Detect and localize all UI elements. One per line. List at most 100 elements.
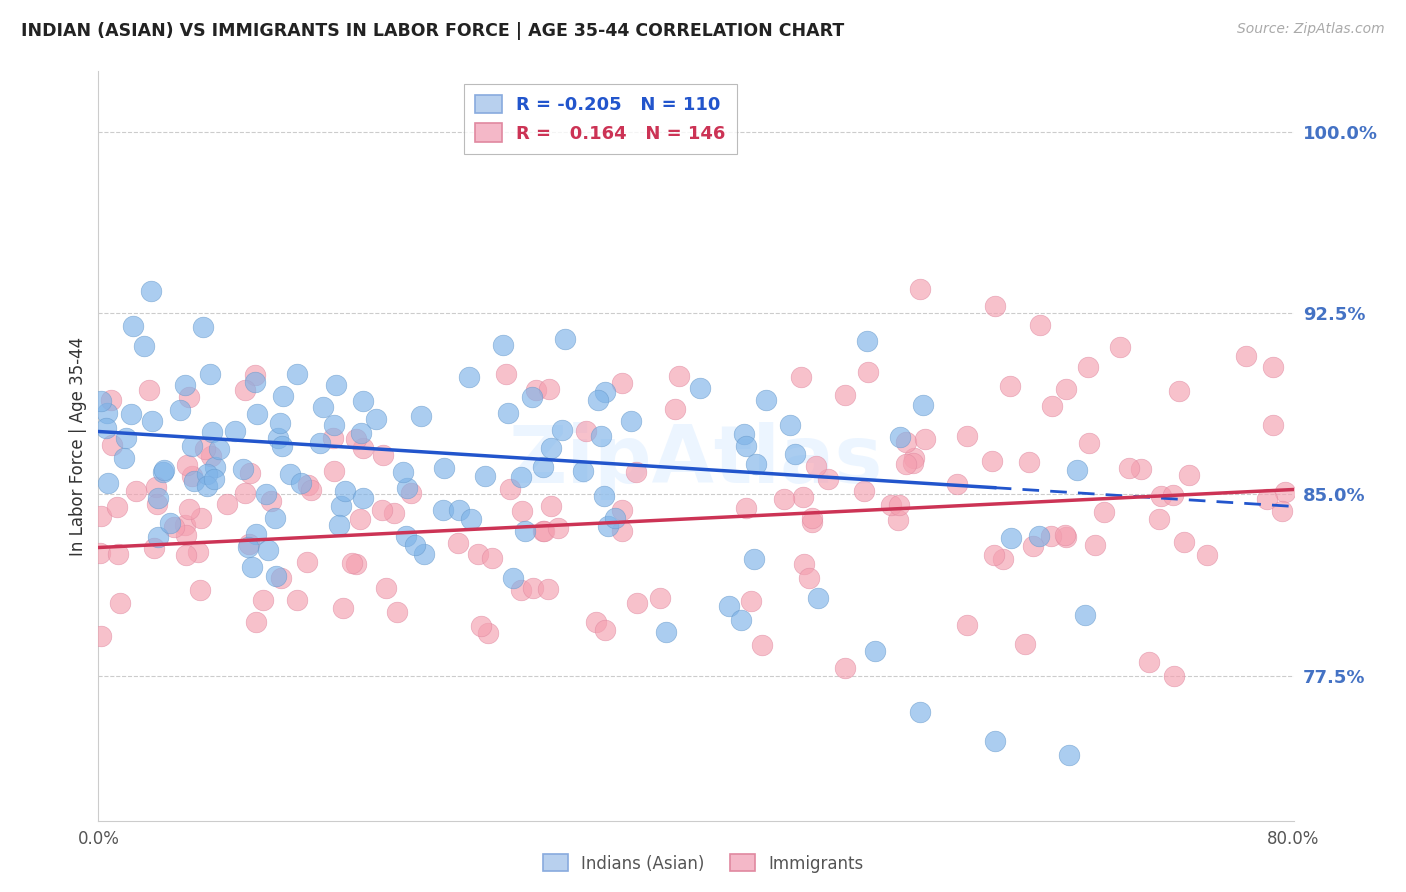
Point bbox=[180, 439, 202, 453]
Point bbox=[323, 464, 346, 478]
Point bbox=[409, 409, 432, 423]
Point bbox=[163, 520, 186, 534]
Point bbox=[344, 432, 367, 446]
Point bbox=[309, 436, 332, 450]
Point bbox=[1018, 455, 1040, 469]
Point bbox=[495, 367, 517, 381]
Point bbox=[751, 639, 773, 653]
Point bbox=[477, 626, 499, 640]
Point bbox=[1118, 461, 1140, 475]
Point bbox=[243, 375, 266, 389]
Point bbox=[735, 501, 758, 516]
Point bbox=[152, 466, 174, 480]
Point bbox=[496, 406, 519, 420]
Point bbox=[689, 381, 711, 395]
Point bbox=[1014, 637, 1036, 651]
Text: INDIAN (ASIAN) VS IMMIGRANTS IN LABOR FORCE | AGE 35-44 CORRELATION CHART: INDIAN (ASIAN) VS IMMIGRANTS IN LABOR FO… bbox=[21, 22, 845, 40]
Point bbox=[191, 320, 214, 334]
Point bbox=[243, 368, 266, 383]
Point bbox=[254, 486, 277, 500]
Point bbox=[908, 282, 931, 296]
Point bbox=[245, 527, 267, 541]
Point bbox=[513, 524, 536, 538]
Point bbox=[352, 394, 374, 409]
Point bbox=[138, 383, 160, 397]
Point bbox=[1197, 548, 1219, 562]
Point bbox=[894, 434, 917, 449]
Point bbox=[1270, 504, 1292, 518]
Point bbox=[299, 483, 322, 497]
Point bbox=[742, 552, 765, 566]
Point bbox=[396, 481, 419, 495]
Point bbox=[370, 503, 392, 517]
Point bbox=[183, 474, 205, 488]
Point bbox=[387, 605, 409, 619]
Point bbox=[174, 518, 197, 533]
Point bbox=[772, 491, 794, 506]
Point bbox=[1040, 399, 1063, 413]
Point bbox=[585, 615, 607, 629]
Point bbox=[792, 490, 814, 504]
Point bbox=[858, 365, 880, 379]
Point bbox=[880, 498, 903, 512]
Point bbox=[592, 489, 614, 503]
Point bbox=[112, 451, 135, 466]
Point bbox=[322, 431, 344, 445]
Text: ZipAtlas: ZipAtlas bbox=[509, 422, 883, 500]
Point bbox=[432, 503, 454, 517]
Point bbox=[115, 431, 138, 445]
Point bbox=[740, 593, 762, 607]
Point bbox=[1163, 668, 1185, 682]
Point bbox=[998, 379, 1021, 393]
Point bbox=[983, 548, 1005, 562]
Point bbox=[346, 557, 368, 571]
Point bbox=[1177, 467, 1199, 482]
Point bbox=[790, 370, 813, 384]
Point bbox=[340, 556, 363, 570]
Point bbox=[264, 569, 287, 583]
Point bbox=[467, 547, 489, 561]
Point bbox=[256, 542, 278, 557]
Point bbox=[280, 467, 302, 481]
Point bbox=[498, 482, 520, 496]
Point bbox=[540, 499, 562, 513]
Point bbox=[668, 369, 690, 384]
Point bbox=[1054, 382, 1077, 396]
Point bbox=[956, 428, 979, 442]
Point bbox=[1084, 538, 1107, 552]
Point bbox=[233, 486, 256, 500]
Point bbox=[1073, 608, 1095, 623]
Point bbox=[208, 442, 231, 456]
Point bbox=[797, 571, 820, 585]
Point bbox=[1021, 539, 1043, 553]
Point bbox=[855, 334, 877, 348]
Point bbox=[201, 425, 224, 439]
Point bbox=[834, 388, 856, 402]
Point bbox=[215, 497, 238, 511]
Point bbox=[502, 571, 524, 585]
Point bbox=[554, 332, 576, 346]
Point bbox=[586, 392, 609, 407]
Point bbox=[865, 644, 887, 658]
Point bbox=[730, 613, 752, 627]
Point bbox=[446, 536, 468, 550]
Point bbox=[531, 524, 554, 539]
Point bbox=[510, 583, 533, 598]
Point bbox=[589, 429, 612, 443]
Point bbox=[233, 383, 256, 397]
Point bbox=[1028, 318, 1050, 333]
Point bbox=[458, 370, 481, 384]
Point bbox=[224, 424, 246, 438]
Point bbox=[1150, 489, 1173, 503]
Point bbox=[187, 545, 209, 559]
Point bbox=[195, 479, 218, 493]
Point bbox=[598, 518, 620, 533]
Point bbox=[181, 469, 204, 483]
Point bbox=[101, 438, 124, 452]
Point bbox=[194, 442, 217, 456]
Point bbox=[1234, 349, 1257, 363]
Point bbox=[270, 571, 292, 585]
Point bbox=[202, 472, 225, 486]
Point bbox=[90, 509, 112, 524]
Point bbox=[239, 467, 262, 481]
